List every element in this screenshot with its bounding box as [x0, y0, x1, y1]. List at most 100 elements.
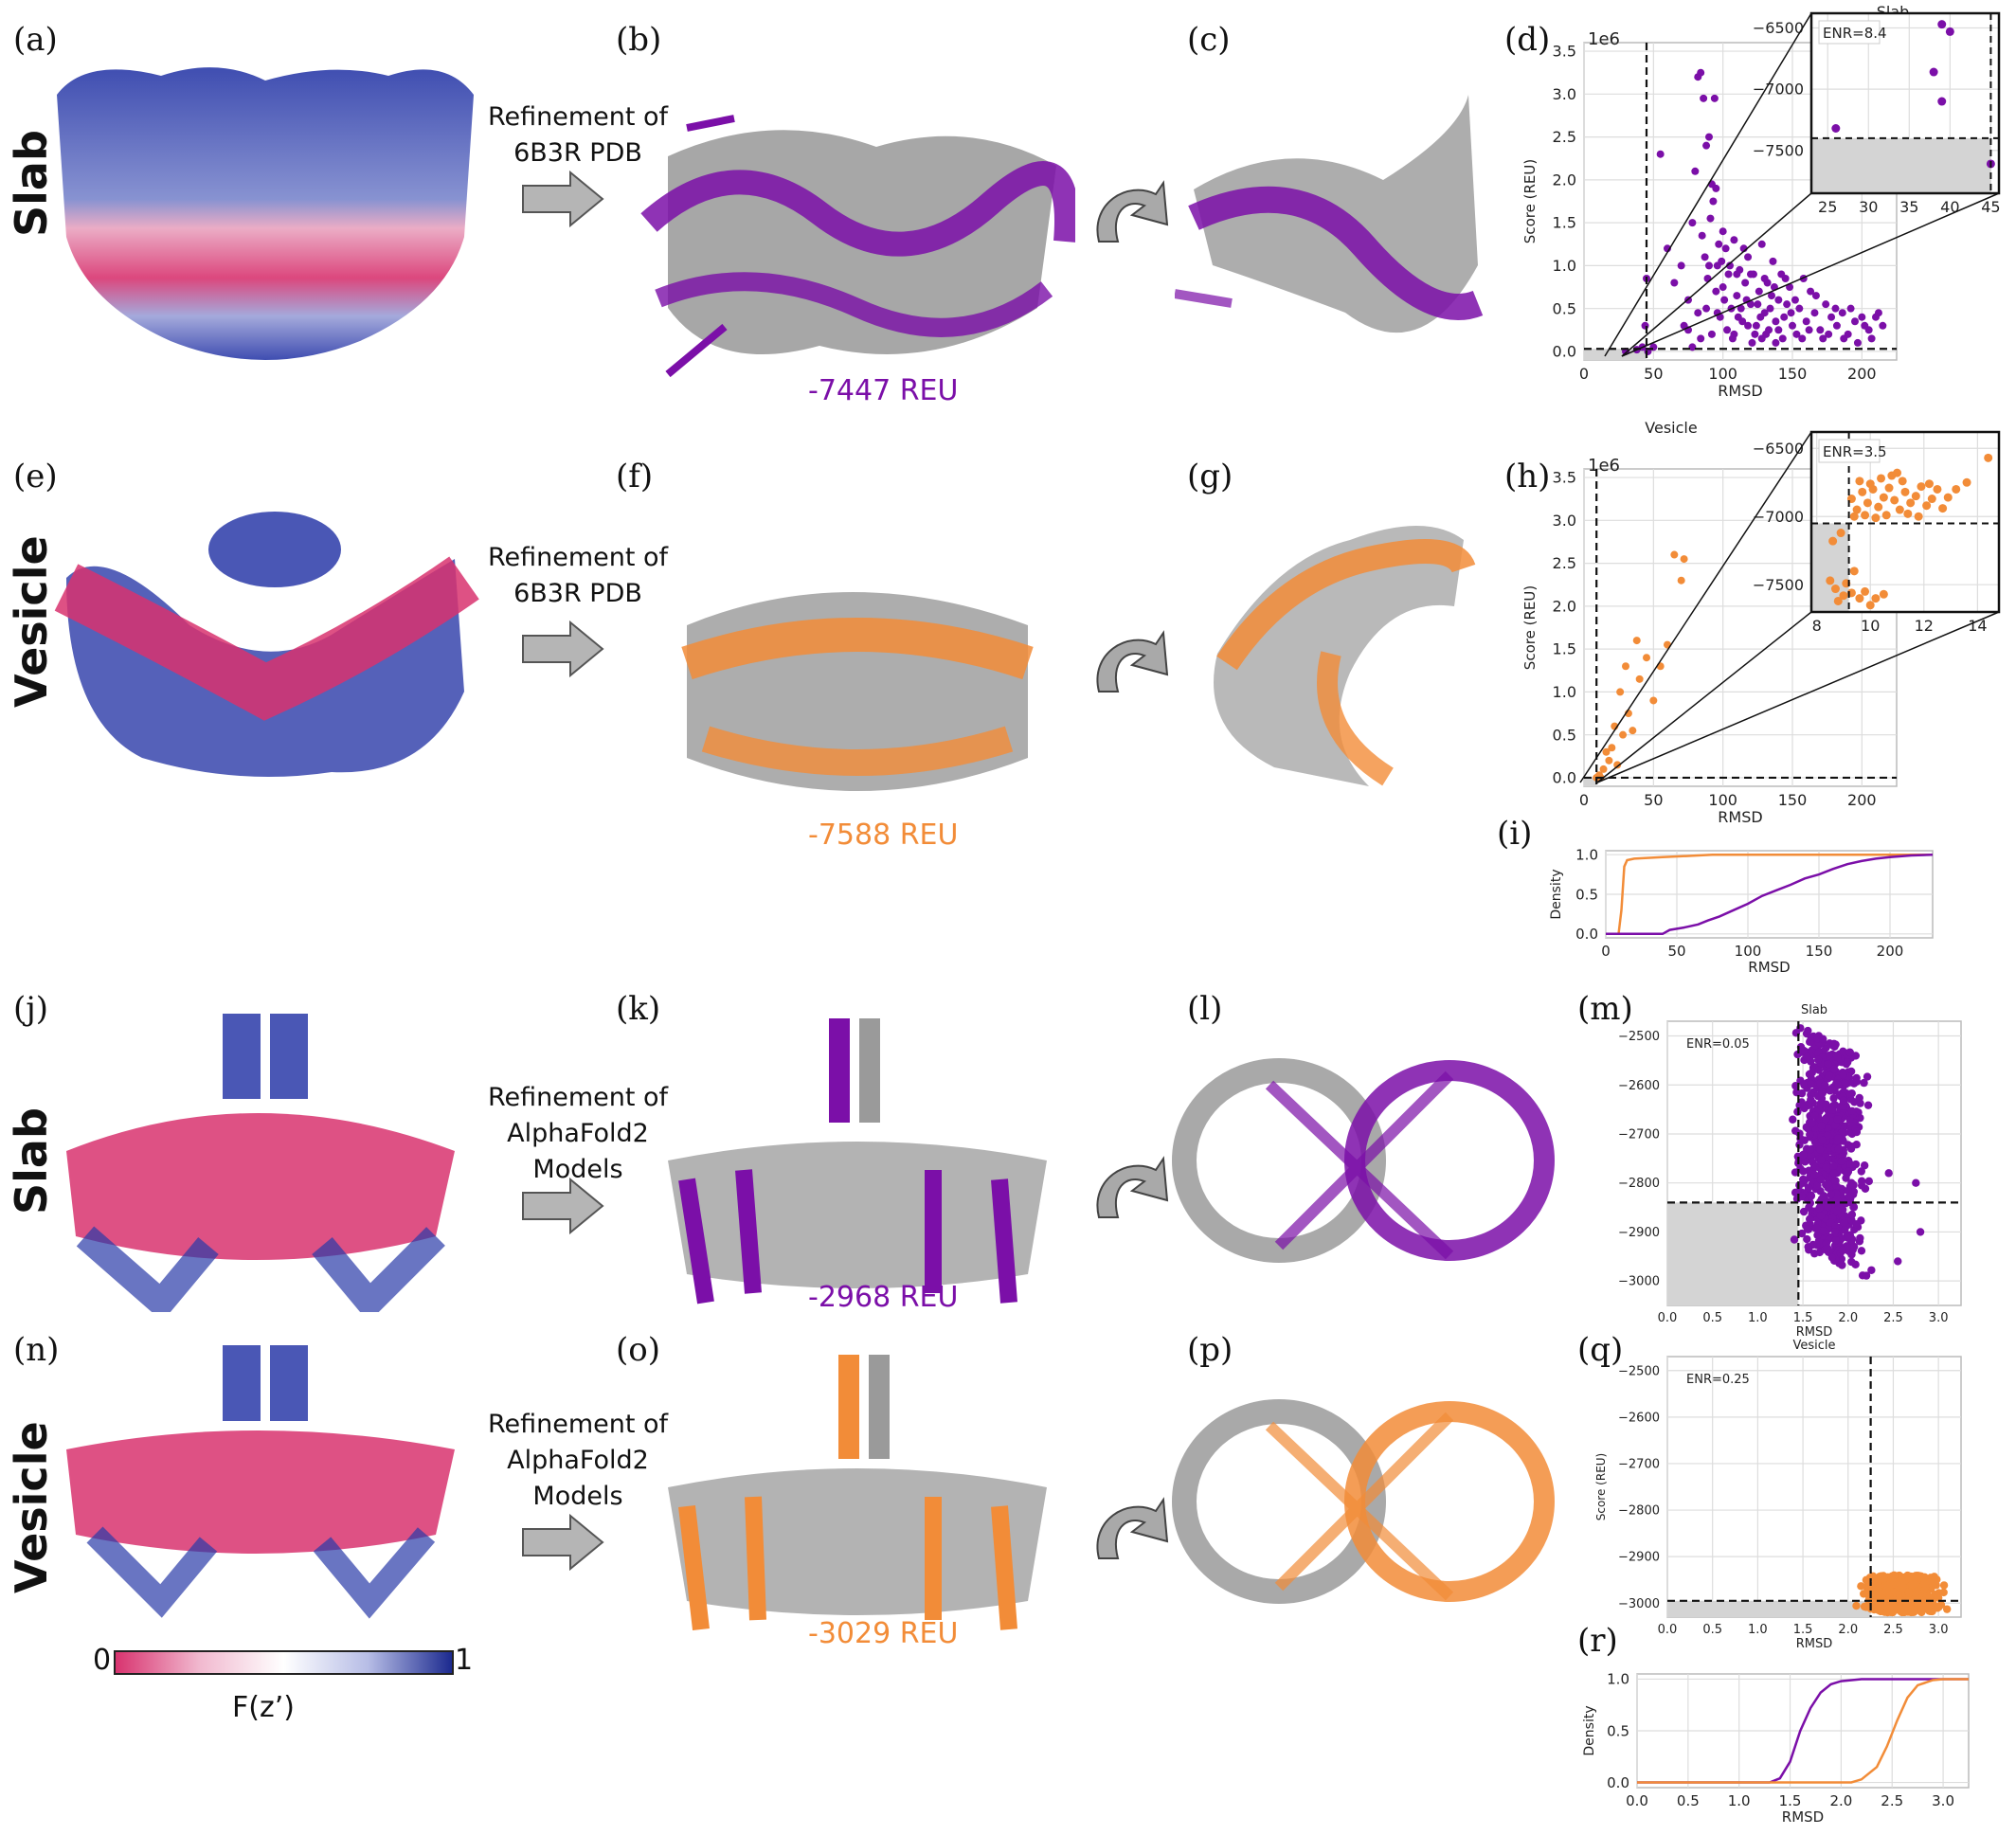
data-point: [1747, 270, 1755, 279]
data-point: [1808, 1119, 1816, 1128]
data-point: [1720, 296, 1729, 304]
data-point: [1849, 1180, 1858, 1190]
x-tick-label: 8: [1812, 617, 1822, 635]
y-tick-label: −2800: [1618, 1504, 1660, 1519]
data-point: [1937, 20, 1947, 29]
series-line: [1606, 853, 1933, 936]
x-tick-label: 14: [1968, 617, 1987, 635]
data-point: [1839, 591, 1848, 601]
data-point: [1641, 321, 1649, 330]
axis-offset-label: 1e6: [1588, 456, 1620, 476]
data-point: [1857, 1177, 1866, 1185]
data-point: [1778, 334, 1787, 343]
data-point: [1793, 1050, 1802, 1059]
data-point: [1774, 296, 1783, 304]
y-tick-label: 1.5: [1553, 640, 1576, 658]
data-point: [1804, 1242, 1812, 1251]
rotate-arrow-icon: [1096, 1156, 1169, 1218]
data-point: [1831, 304, 1840, 313]
data-point: [1924, 479, 1934, 489]
data-point: [1780, 313, 1789, 321]
data-point: [1849, 1203, 1858, 1212]
x-tick-label: 200: [1847, 791, 1877, 809]
panel-label-c: (c): [1187, 21, 1231, 59]
data-point: [1833, 596, 1843, 605]
colorbar-min: 0: [93, 1644, 112, 1677]
x-tick-label: 2.0: [1829, 1792, 1852, 1809]
panel-label-q: (q): [1577, 1331, 1624, 1369]
data-point: [1864, 1177, 1873, 1186]
x-tick-label: 2.5: [1881, 1792, 1903, 1809]
data-point: [1616, 688, 1625, 696]
data-point: [1810, 309, 1819, 317]
data-point: [1962, 477, 1971, 487]
data-point: [1840, 1218, 1848, 1227]
data-point: [1898, 477, 1907, 486]
data-point: [1719, 227, 1727, 236]
data-point: [1834, 1144, 1843, 1154]
data-point: [1677, 576, 1685, 585]
data-point: [1670, 550, 1679, 559]
data-point: [1847, 1106, 1857, 1116]
data-point: [1984, 453, 1993, 462]
data-point: [1913, 1587, 1921, 1596]
data-point: [1768, 292, 1775, 300]
data-point: [1884, 483, 1894, 493]
enrichment-region: [1584, 349, 1647, 360]
colorbar-label: F(z’): [232, 1691, 295, 1724]
data-point: [1838, 1246, 1847, 1255]
y-tick-label: 2.5: [1553, 554, 1576, 572]
data-point: [1834, 1134, 1843, 1142]
y-tick-label: −2700: [1618, 1128, 1660, 1142]
data-point: [1819, 334, 1827, 343]
y-tick-label: 0.5: [1575, 886, 1598, 903]
data-point: [1755, 287, 1763, 296]
data-point: [1849, 567, 1859, 576]
data-point: [1751, 330, 1759, 338]
data-point: [1858, 313, 1866, 321]
data-point: [1721, 244, 1730, 253]
data-point: [1844, 1233, 1852, 1242]
data-point: [1922, 501, 1932, 511]
refinement-text-e: Refinement of 6B3R PDB: [474, 540, 682, 612]
data-point: [1857, 1582, 1865, 1591]
data-point: [1710, 94, 1719, 102]
data-point: [1917, 482, 1926, 492]
enr-label: ENR=0.05: [1686, 1037, 1750, 1052]
data-point: [1844, 1167, 1853, 1176]
scatter-chart-d: 0 50 100 150 200 0.0 0.5 1.0 1.5 2.0 2.5 3.0 3.5 RMSD…: [1521, 3, 2001, 400]
data-point: [1688, 219, 1697, 227]
y-tick-label: 0.0: [1553, 769, 1576, 787]
data-point: [1805, 1214, 1814, 1223]
data-point: [1939, 1581, 1949, 1590]
series-line: [1606, 853, 1934, 936]
data-point: [1839, 1123, 1847, 1131]
data-point: [1839, 1070, 1847, 1079]
protein-image-j: [66, 1014, 455, 1312]
data-point: [1792, 330, 1801, 338]
data-point: [1824, 1060, 1832, 1069]
x-tick-label: 3.0: [1929, 1623, 1949, 1637]
y-axis-label: Density: [1582, 1705, 1597, 1755]
data-point: [1806, 1037, 1814, 1046]
data-point: [1827, 1190, 1835, 1199]
data-point: [1754, 300, 1762, 309]
data-point: [1760, 274, 1769, 282]
x-tick-label: 1.5: [1779, 1792, 1802, 1809]
panel-label-o: (o): [616, 1331, 660, 1369]
x-tick-label: 150: [1806, 943, 1833, 960]
data-point: [1813, 1055, 1823, 1064]
y-tick-label: −2900: [1618, 1226, 1660, 1240]
data-point: [1706, 214, 1715, 223]
data-point: [1828, 536, 1838, 546]
data-point: [1895, 1576, 1904, 1586]
series-line: [1637, 1678, 1969, 1784]
data-point: [1608, 744, 1616, 752]
data-point: [1911, 492, 1920, 501]
data-point: [1822, 300, 1830, 309]
data-point: [1813, 1181, 1822, 1190]
data-point: [1830, 1227, 1840, 1236]
y-axis-label: Density: [1549, 869, 1564, 919]
data-point: [1859, 1590, 1868, 1598]
x-tick-label: 0: [1601, 943, 1611, 960]
